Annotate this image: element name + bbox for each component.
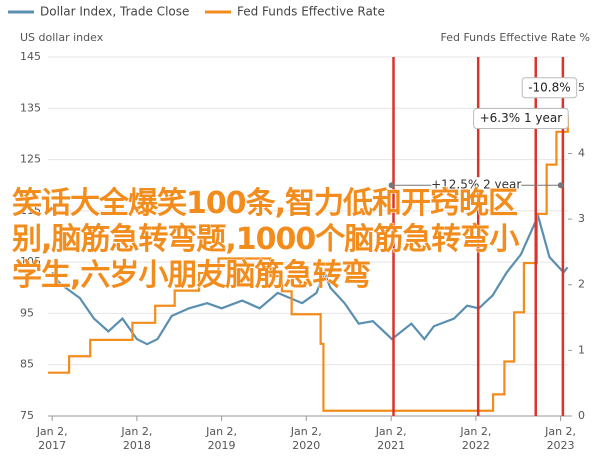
x-tick-label: Jan 2, 2022 [460,425,492,452]
annotation-dot [557,182,564,189]
x-tick-label: Jan 2, 2021 [375,425,407,452]
y-tick-label: 95 [20,306,34,319]
legend-label: Dollar Index, Trade Close [40,5,189,19]
x-tick-label: Jan 2, 2017 [36,425,68,452]
y-tick-label: 75 [20,409,34,422]
annotation-label: +6.3% 1 year [480,111,563,125]
y2-tick-label: 1 [578,343,585,356]
y-tick-label: 105 [20,255,41,268]
y2-axis-label: Fed Funds Effective Rate % [440,31,590,44]
x-tick-label: Jan 2, 2020 [290,425,322,452]
y2-tick-label: 4 [578,146,585,159]
legend-label: Fed Funds Effective Rate [237,5,385,19]
y2-tick-label: 5 [578,81,585,94]
x-tick-label: Jan 2, 2019 [206,425,238,452]
x-tick-label: Jan 2, 2018 [121,425,153,452]
y-tick-label: 115 [20,204,41,217]
annotation-label: +12.5% 2 year [431,178,521,192]
annotation-bg [431,177,522,194]
y2-tick-label: 0 [578,409,585,422]
annotation-box [521,77,578,99]
y-tick-label: 135 [20,101,41,114]
overlay-text: 笑话大全爆笑100条,智力低和开窍晚区别,脑筋急转弯题,1000个脑筋急转弯小学… [12,186,520,294]
x-tick-label: Jan 2, 2023 [545,425,577,452]
y2-tick-label: 3 [578,212,585,225]
annotation-dot [388,182,395,189]
y-tick-label: 125 [20,153,41,166]
annotation-label: -10.8% [528,80,570,94]
y-tick-label: 85 [20,358,34,371]
y-axis-label: US dollar index [20,31,104,44]
y2-tick-label: 2 [578,278,585,291]
y-tick-label: 145 [20,50,41,63]
annotation-box [473,108,569,130]
series-line [51,212,569,346]
